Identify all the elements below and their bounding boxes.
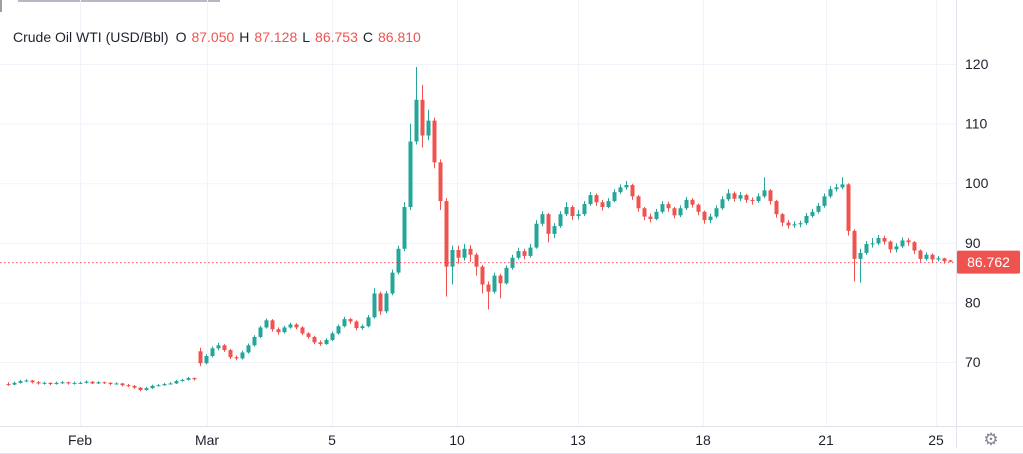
low-label: L <box>302 29 311 45</box>
time-axis-label: 18 <box>695 432 711 448</box>
time-axis[interactable]: Feb Mar 5 10 13 18 21 25 <box>68 432 944 448</box>
price-axis-label: 70 <box>965 354 981 370</box>
time-axis-label: Mar <box>195 432 219 448</box>
time-axis-label: 13 <box>570 432 586 448</box>
time-axis-label: Feb <box>68 432 92 448</box>
last-price-value: 86.762 <box>967 254 1010 270</box>
open-label: O <box>175 29 187 45</box>
settings-gear-icon: ⚙ <box>983 430 999 450</box>
price-axis-label: 120 <box>965 56 989 72</box>
time-axis-label: 10 <box>449 432 465 448</box>
price-axis-label: 80 <box>965 294 981 310</box>
top-divider-line <box>18 0 220 2</box>
low-value: 86.753 <box>315 29 358 45</box>
price-axis-label: 110 <box>965 116 988 132</box>
price-axis[interactable]: 120 110 100 90 80 70 <box>965 56 989 370</box>
price-axis-label: 90 <box>965 235 981 251</box>
symbol-legend: Crude Oil WTI (USD/Bbl) O 87.050 H 87.128 L 86… <box>13 29 426 46</box>
high-label: H <box>239 29 250 45</box>
close-label: C <box>362 29 373 45</box>
time-axis-label: 5 <box>328 432 336 448</box>
candles <box>6 66 953 392</box>
symbol-title: Crude Oil WTI (USD/Bbl) <box>13 29 169 45</box>
close-value: 86.810 <box>378 29 421 45</box>
left-edge-tick <box>0 0 2 12</box>
time-axis-label: 25 <box>928 432 944 448</box>
time-axis-label: 21 <box>818 432 834 448</box>
high-value: 87.128 <box>254 29 298 45</box>
settings-button[interactable]: ⚙ <box>979 429 1003 451</box>
open-value: 87.050 <box>191 29 235 45</box>
grid-lines <box>0 0 956 426</box>
last-price-badge: 86.762 <box>957 250 1020 274</box>
price-axis-label: 100 <box>965 175 989 191</box>
